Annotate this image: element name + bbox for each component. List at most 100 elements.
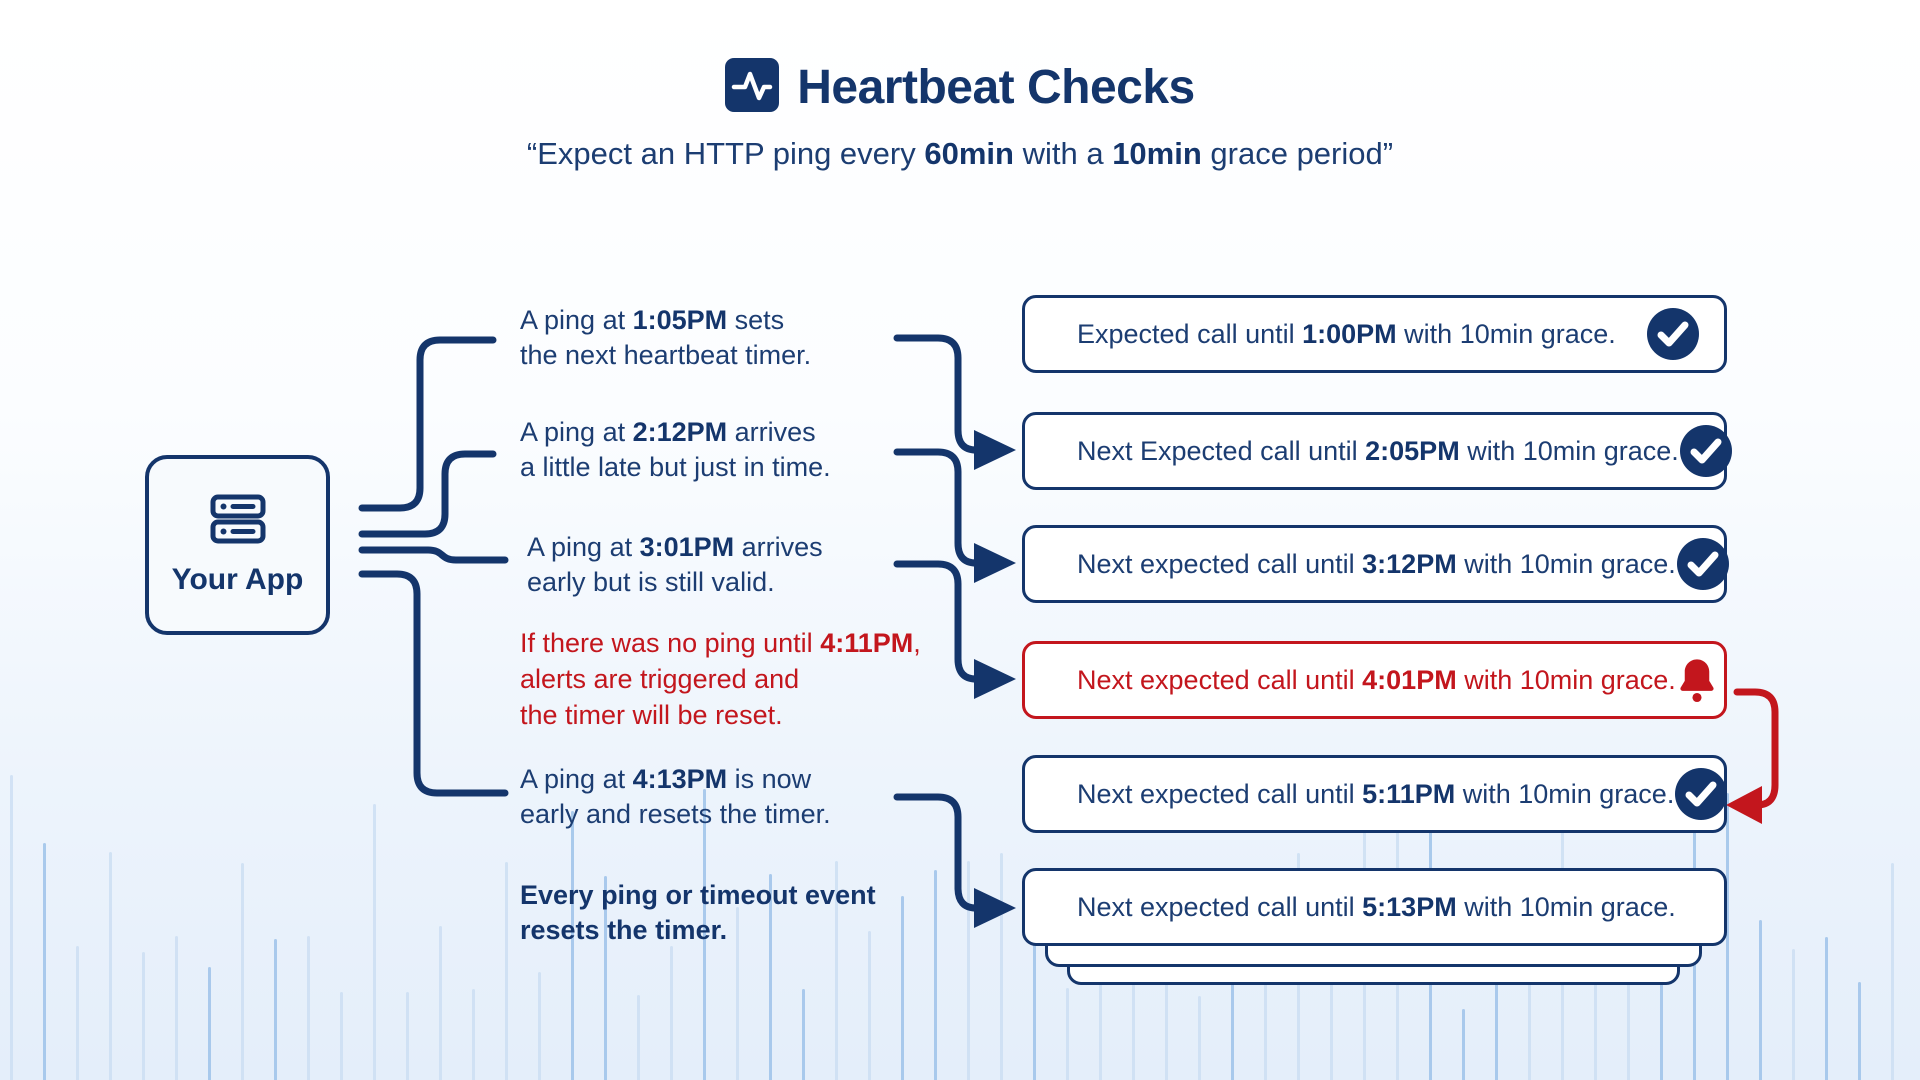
card-alert-401: Next expected call until 4:01PM with 10m…	[1022, 641, 1727, 719]
note-timeout-411: If there was no ping until 4:11PM, alert…	[520, 625, 921, 733]
connector-note5-to-card6	[893, 793, 980, 912]
waveform-bar	[736, 906, 739, 1080]
waveform-bar	[835, 860, 838, 1080]
waveform-bar	[109, 852, 112, 1080]
note-ping-413: A ping at 4:13PM is now early and resets…	[520, 762, 831, 832]
waveform-bar	[1495, 923, 1498, 1080]
waveform-bar	[10, 775, 13, 1080]
waveform-bar	[538, 971, 541, 1080]
note-line: a little late but just in time.	[520, 452, 831, 482]
connector-note1-to-card2	[893, 334, 980, 454]
waveform-bar	[1792, 949, 1795, 1080]
note-line: Every ping or timeout event	[520, 880, 876, 910]
arrowhead-card2	[974, 430, 1016, 470]
waveform-bar	[1462, 1009, 1465, 1080]
waveform-bar	[1000, 853, 1003, 1080]
connector-app-to-note-1	[358, 336, 497, 512]
server-icon	[210, 494, 266, 549]
waveform-bar	[604, 875, 607, 1080]
waveform-bar	[1759, 919, 1762, 1080]
waveform-bar	[1165, 893, 1168, 1080]
reset-loop-arrow	[1726, 688, 1779, 824]
check-icon	[1674, 767, 1728, 821]
waveform-bar	[208, 966, 211, 1080]
note-ping-301: A ping at 3:01PM arrives early but is st…	[527, 530, 823, 600]
your-app-box: Your App	[145, 455, 330, 635]
waveform-bar	[1066, 988, 1069, 1080]
waveform-bar	[1594, 982, 1597, 1080]
waveform-bar	[1825, 936, 1828, 1080]
card-expected-513: Next expected call until 5:13PM with 10m…	[1022, 868, 1727, 946]
connector-app-to-note-5	[358, 570, 509, 797]
note-line: early and resets the timer.	[520, 799, 831, 829]
app-label: Your App	[171, 562, 304, 596]
note-line: the timer will be reset.	[520, 700, 783, 730]
waveform-bar	[1891, 862, 1894, 1080]
card-text: Next expected call until 4:01PM with 10m…	[1077, 664, 1676, 695]
waveform-bar	[1858, 982, 1861, 1080]
waveform-bar	[1627, 983, 1630, 1080]
card-expected-511: Next expected call until 5:11PM with 10m…	[1022, 755, 1728, 833]
note-line: A ping at 1:05PM sets	[520, 305, 785, 335]
waveform-bar	[901, 895, 904, 1080]
waveform-bar	[340, 991, 343, 1080]
waveform-bar	[1231, 941, 1234, 1080]
waveform-bar	[472, 989, 475, 1080]
arrowhead-card4	[974, 659, 1016, 699]
note-line: resets the timer.	[520, 915, 728, 945]
waveform-bar	[43, 842, 46, 1080]
waveform-bar	[868, 931, 871, 1080]
check-icon	[1676, 537, 1730, 591]
card-text: Next expected call until 5:13PM with 10m…	[1077, 891, 1676, 922]
arrowhead-card6	[974, 888, 1016, 928]
waveform-bar	[1660, 953, 1663, 1080]
waveform-bar	[439, 926, 442, 1080]
card-text: Next Expected call until 2:05PM with 10m…	[1077, 435, 1679, 466]
alert-bell-icon	[1676, 656, 1718, 704]
card-text: Expected call until 1:00PM with 10min gr…	[1077, 318, 1616, 349]
subtitle: “Expect an HTTP ping every 60min with a …	[526, 136, 1394, 171]
waveform-bar	[1198, 995, 1201, 1080]
waveform-bar	[934, 870, 937, 1080]
waveform-bar	[1726, 792, 1729, 1080]
waveform-bar	[670, 946, 673, 1080]
waveform-bar	[967, 860, 970, 1080]
waveform-bar	[142, 952, 145, 1080]
note-line: A ping at 2:12PM arrives	[520, 417, 816, 447]
card-expected-100: Expected call until 1:00PM with 10min gr…	[1022, 295, 1727, 373]
card-expected-312: Next expected call until 3:12PM with 10m…	[1022, 525, 1730, 603]
page-title: Heartbeat Checks	[797, 61, 1195, 114]
header: Heartbeat Checks	[0, 58, 1920, 117]
check-icon	[1646, 307, 1700, 361]
waveform-bar	[406, 991, 409, 1080]
waveform-bar	[769, 874, 772, 1080]
connector-note3-to-card4	[893, 560, 980, 683]
card-text: Next expected call until 5:11PM with 10m…	[1077, 778, 1675, 809]
waveform-bar	[1264, 912, 1267, 1080]
note-ping-212: A ping at 2:12PM arrives a little late b…	[520, 415, 831, 485]
waveform-bar	[307, 935, 310, 1080]
heartbeat-icon	[725, 58, 780, 117]
note-line: A ping at 4:13PM is now	[520, 764, 812, 794]
waveform-bar	[175, 935, 178, 1080]
note-reset-rule: Every ping or timeout event resets the t…	[520, 878, 876, 948]
arrowhead-card3	[974, 543, 1016, 583]
note-line: alerts are triggered and	[520, 664, 800, 694]
waveform-bar	[241, 862, 244, 1080]
note-ping-105: A ping at 1:05PM sets the next heartbeat…	[520, 303, 811, 373]
waveform-bar	[1099, 977, 1102, 1080]
connector-app-to-note-3	[358, 546, 509, 564]
card-expected-205: Next Expected call until 2:05PM with 10m…	[1022, 412, 1732, 490]
waveform-bar	[703, 788, 706, 1080]
note-line: early but is still valid.	[527, 567, 775, 597]
note-line: A ping at 3:01PM arrives	[527, 532, 823, 562]
card-text: Next expected call until 3:12PM with 10m…	[1077, 548, 1676, 579]
waveform-bar	[76, 946, 79, 1080]
note-line: the next heartbeat timer.	[520, 340, 812, 370]
check-icon	[1679, 424, 1733, 478]
waveform-bar	[1132, 924, 1135, 1080]
waveform-bar	[505, 862, 508, 1080]
waveform-bar	[571, 810, 574, 1080]
connector-note2-to-card3	[893, 448, 980, 567]
